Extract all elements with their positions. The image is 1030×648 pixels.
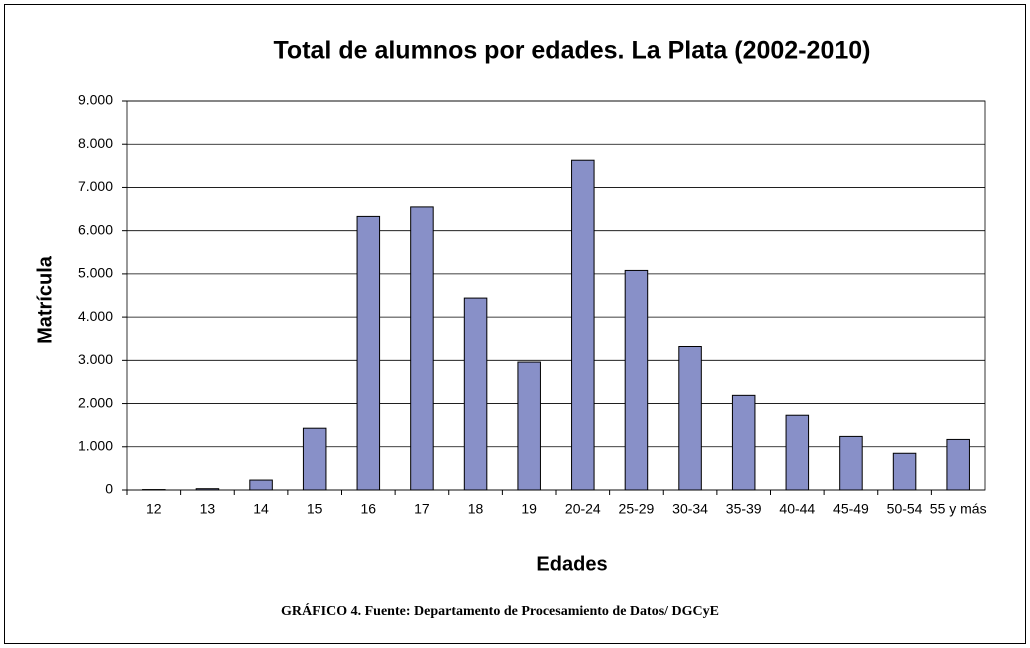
x-tick-label: 12 [146,501,162,517]
x-tick-label: 14 [253,501,269,517]
y-axis-label: Matrícula [34,255,56,344]
x-tick-label: 16 [361,501,377,517]
x-tick-label: 17 [414,501,430,517]
bar [571,159,595,491]
bar [624,269,649,491]
bar [839,435,863,491]
bar [249,479,273,491]
y-tick-label: 0 [105,481,113,497]
x-tick-label: 35-39 [726,501,762,517]
y-tick-label: 5.000 [78,265,113,281]
bar [946,438,970,491]
y-tick-label: 9.000 [78,92,113,108]
x-tick-label: 19 [521,501,537,517]
y-tick-label: 4.000 [78,308,113,324]
bar [785,414,810,491]
y-tick-label: 6.000 [78,221,113,237]
y-tick-label: 7.000 [78,178,113,194]
x-tick-label: 30-34 [672,501,708,517]
x-tick-label: 55 y más [930,501,987,517]
y-tick-label: 8.000 [78,135,113,151]
chart-title: Total de alumnos por edades. La Plata (2… [274,37,871,65]
x-tick-label: 40-44 [779,501,815,517]
x-tick-label: 25-29 [619,501,655,517]
x-tick-label: 50-54 [887,501,923,517]
bar [302,427,327,491]
bar [678,346,702,491]
y-tick-label: 1.000 [78,437,113,453]
x-tick-label: 45-49 [833,501,869,517]
x-tick-label: 18 [468,501,484,517]
frame [4,4,1026,644]
bar [731,394,756,491]
y-tick-label: 2.000 [78,394,113,410]
bar [892,452,917,491]
caption: GRÁFICO 4. Fuente: Departamento de Proce… [281,602,719,619]
x-tick-label: 15 [307,501,323,517]
x-tick-label: 13 [200,501,216,517]
bar [463,297,488,491]
bar [195,488,220,491]
x-tick-label: 20-24 [565,501,601,517]
y-tick-label: 3.000 [78,351,113,367]
bar [410,206,434,491]
bar [356,215,381,491]
bar [517,361,541,491]
x-axis-label: Edades [536,553,607,575]
